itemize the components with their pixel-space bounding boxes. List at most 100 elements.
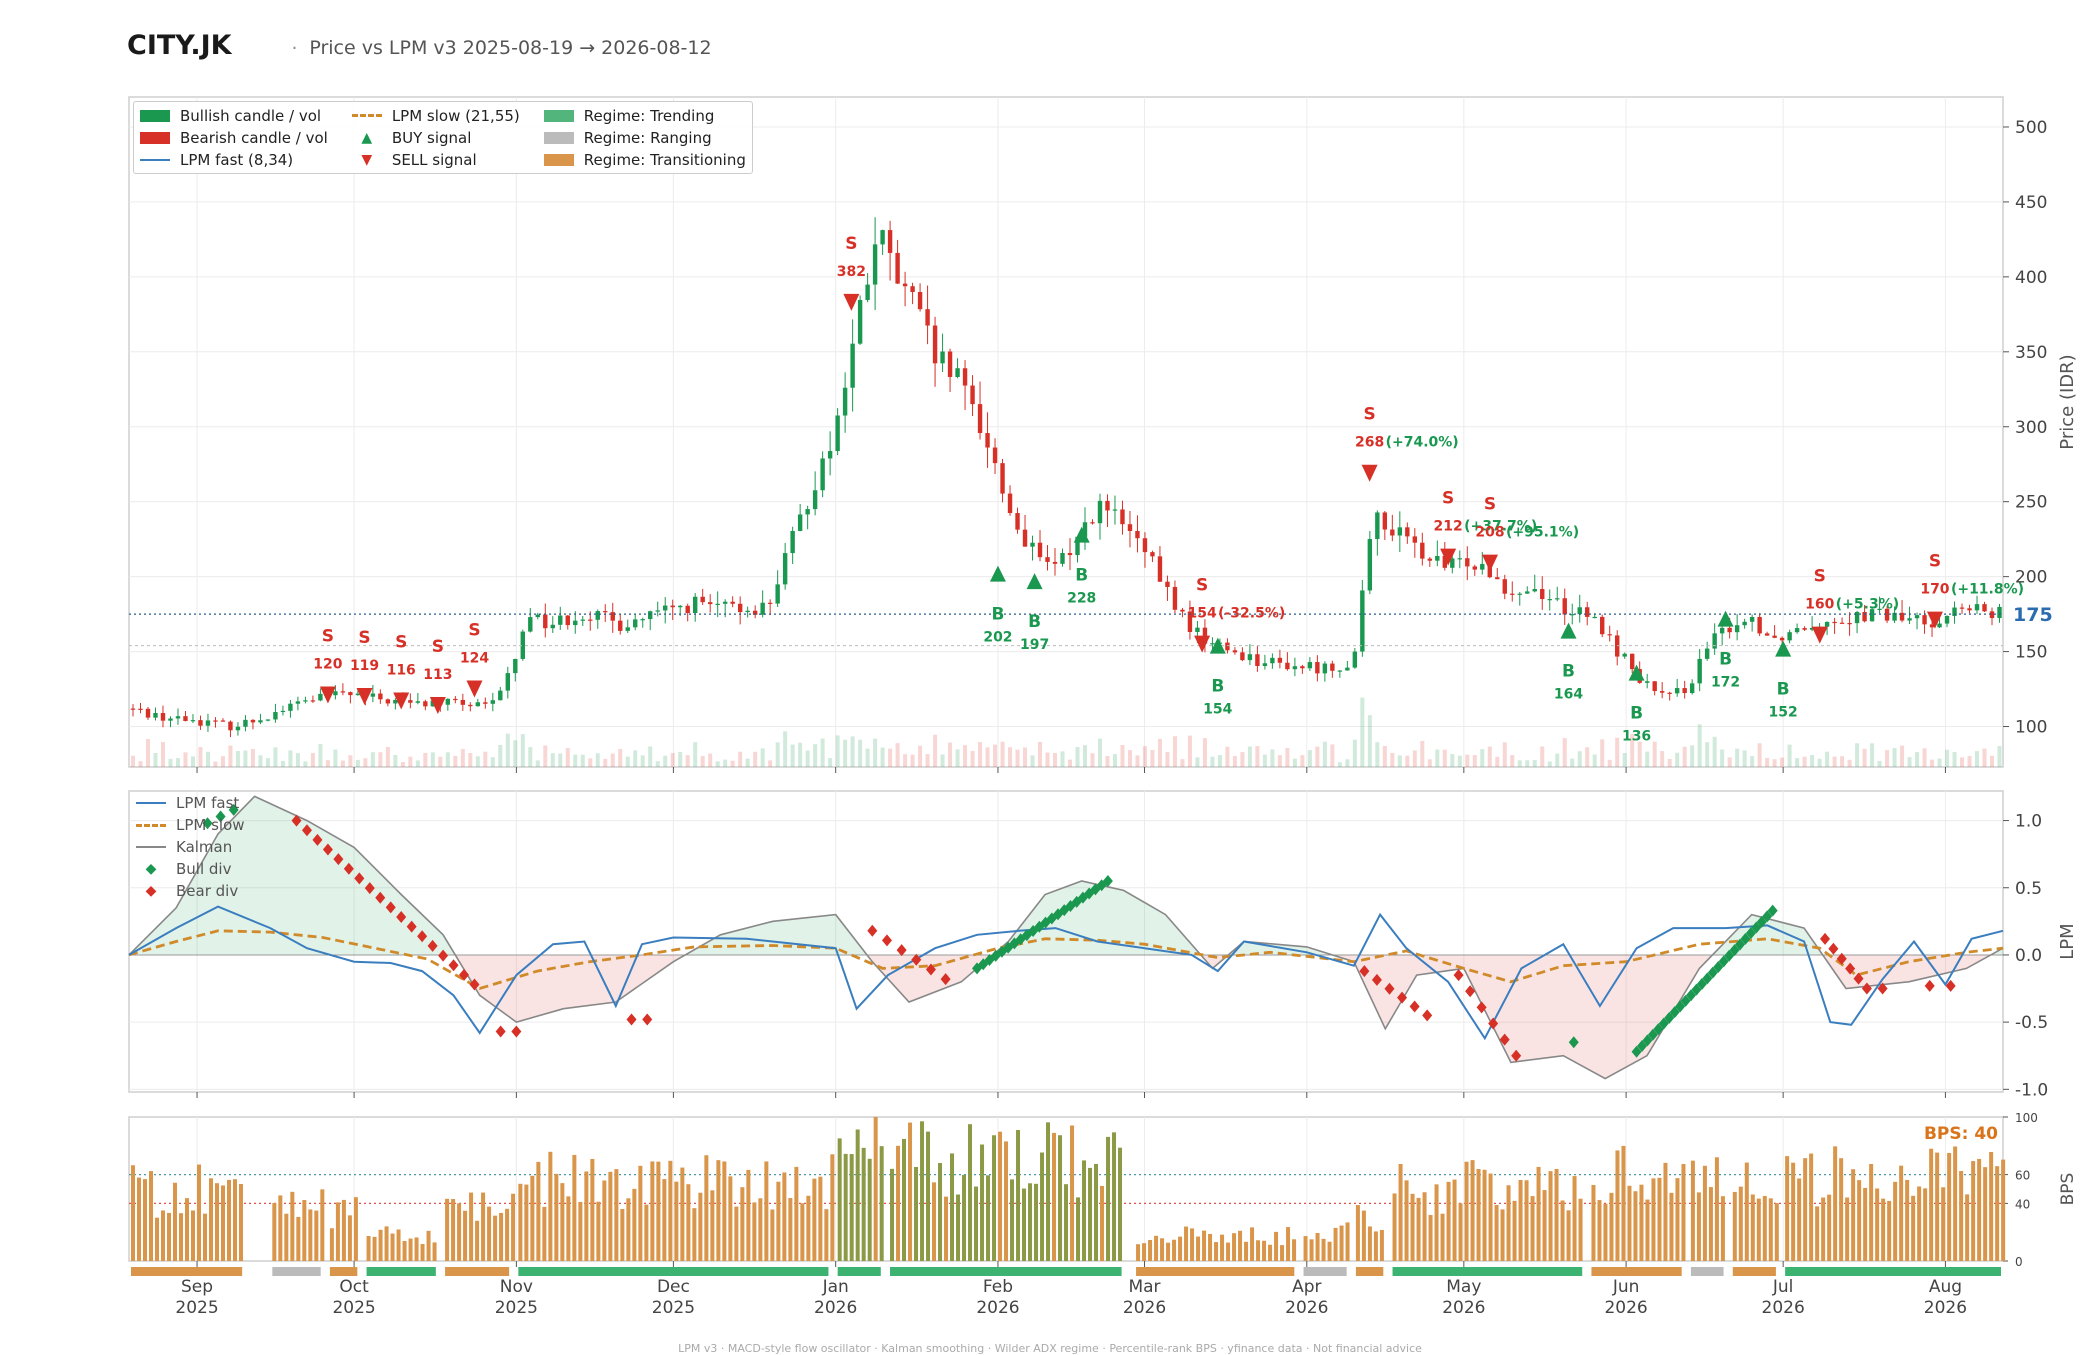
bps-value-label: BPS: 40 — [1924, 1124, 1998, 1144]
candle-body — [1689, 683, 1695, 694]
candle-body — [1607, 634, 1612, 636]
bps-bar — [1857, 1180, 1862, 1261]
bps-bar — [1645, 1199, 1650, 1261]
volume-bar — [483, 751, 488, 767]
bps-bar — [499, 1212, 504, 1261]
bps-bar — [1016, 1130, 1021, 1261]
candle-body — [1420, 542, 1425, 559]
bps-bar — [734, 1206, 739, 1261]
bps-bar — [1202, 1230, 1207, 1261]
volume-bar — [1352, 739, 1357, 767]
bear-div-marker — [364, 882, 375, 895]
bps-bar — [1494, 1204, 1499, 1261]
candle-body — [663, 605, 668, 611]
candle-body — [505, 673, 510, 691]
bps-bar — [1082, 1160, 1087, 1261]
sell-marker — [466, 680, 483, 698]
candle-body — [655, 610, 660, 612]
volume-bar — [1607, 759, 1612, 767]
volume-bar — [1127, 750, 1132, 767]
candle-body — [1240, 652, 1245, 661]
volume-bar — [633, 750, 638, 767]
volume-bar — [1367, 715, 1372, 767]
volume-bar — [355, 759, 360, 767]
candle-body — [970, 385, 975, 405]
volume-bar — [318, 743, 323, 767]
bps-bar — [1238, 1230, 1243, 1261]
bear-div-marker — [642, 1013, 653, 1026]
bps-bar — [1160, 1238, 1165, 1261]
bps-bar — [272, 1203, 277, 1261]
volume-bar — [1442, 749, 1447, 767]
volume-bar — [1465, 754, 1470, 767]
bps-bar — [390, 1233, 395, 1261]
volume-bar — [1885, 750, 1890, 767]
bps-bar — [1106, 1136, 1111, 1261]
bps-bar — [1651, 1178, 1656, 1261]
volume-bar — [678, 751, 683, 767]
bps-bar — [451, 1198, 456, 1261]
volume-bar — [1090, 753, 1095, 767]
candle-body — [1082, 522, 1088, 537]
candle-body — [865, 284, 870, 301]
bps-bar — [296, 1216, 301, 1261]
bear-div-marker — [925, 963, 936, 976]
volume-bar — [1922, 748, 1927, 767]
candle-body — [138, 708, 143, 710]
bps-bar — [1797, 1178, 1802, 1261]
bps-bar — [1321, 1238, 1326, 1261]
bps-bar — [1566, 1210, 1571, 1261]
candle-body — [235, 726, 241, 731]
bull-div-marker — [1658, 1017, 1669, 1030]
candle-body — [790, 530, 795, 554]
volume-bar — [1307, 750, 1312, 767]
bps-bar — [335, 1202, 340, 1261]
bps-bar — [788, 1198, 793, 1261]
candle-body — [1172, 586, 1178, 610]
bps-bar — [1578, 1198, 1583, 1261]
volume-bar — [1915, 752, 1920, 767]
bull-div-marker — [1102, 875, 1113, 888]
candle-body — [1974, 604, 1980, 611]
volume-bar — [235, 751, 240, 767]
volume-bar — [1585, 747, 1590, 767]
legend-slow: LPM slow (21,55) — [351, 106, 520, 125]
volume-bar — [873, 738, 878, 767]
bps-bar — [1911, 1195, 1916, 1261]
bps-bar — [812, 1178, 817, 1261]
volume-bar — [1502, 742, 1507, 767]
volume-bar — [1292, 758, 1297, 767]
buy-letter: B — [991, 605, 1004, 625]
bull-div-marker — [1762, 910, 1773, 923]
legend-ranging: Regime: Ranging — [543, 128, 746, 147]
volume-bar — [250, 749, 255, 767]
candle-body — [872, 244, 878, 285]
divergence-markers — [202, 803, 1956, 1062]
bull-div-marker — [1707, 966, 1718, 979]
candle-body — [1450, 558, 1455, 568]
volume-bar — [1862, 748, 1867, 767]
bps-bar — [896, 1145, 901, 1261]
sell-letter: S — [468, 621, 480, 641]
bps-bar — [1118, 1147, 1123, 1261]
bps-bar — [1482, 1169, 1487, 1261]
buy-marker — [1717, 610, 1734, 627]
bps-bar — [1373, 1231, 1378, 1261]
sell-price-label: 170 — [1920, 582, 1949, 598]
sell-price-label: 120 — [313, 657, 342, 673]
candle-body — [857, 300, 863, 344]
bps-bar — [879, 1146, 884, 1261]
volume-bar — [738, 751, 743, 767]
regime-transitioning — [329, 1267, 358, 1276]
candle-body — [1892, 612, 1897, 621]
bps-bar — [1803, 1158, 1808, 1261]
volume-bar — [835, 735, 840, 767]
regime-strip — [131, 1267, 2001, 1276]
bps-bar — [1995, 1166, 2000, 1261]
candle-body — [1195, 627, 1200, 632]
volume-bar — [415, 760, 420, 767]
candle-body — [895, 252, 900, 284]
buy-marker — [1026, 573, 1043, 590]
volume-bar — [1450, 753, 1455, 767]
bps-bar — [1416, 1197, 1421, 1261]
